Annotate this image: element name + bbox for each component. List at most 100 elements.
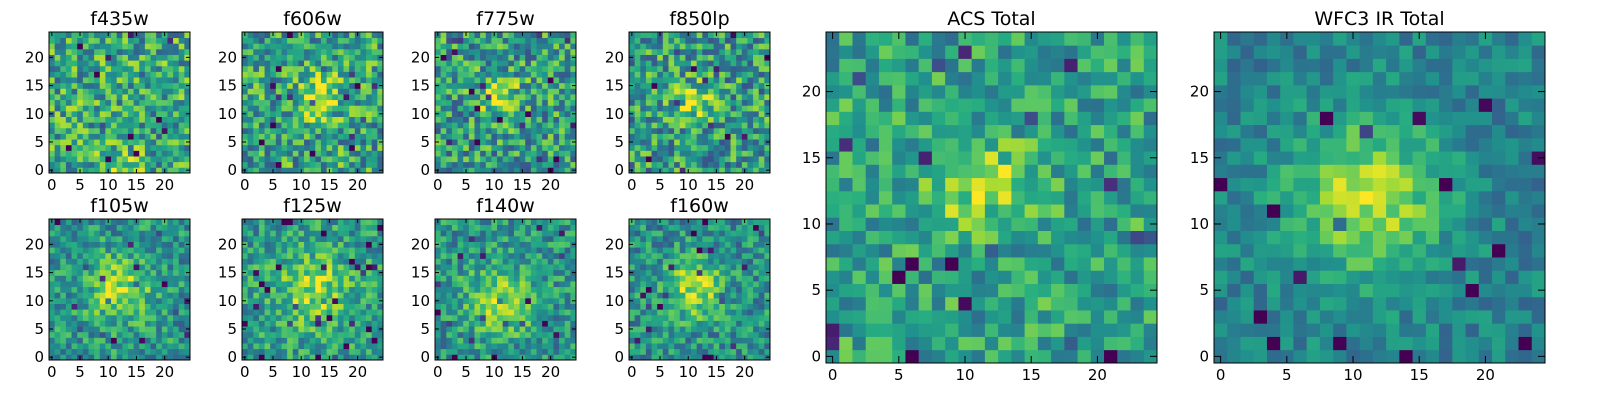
heatmap-cell: [629, 303, 636, 310]
heatmap-cell: [105, 37, 112, 44]
heatmap-cell: [542, 252, 549, 259]
heatmap-cell: [304, 144, 311, 151]
heatmap-cell: [320, 54, 327, 61]
heatmap-cell: [463, 348, 470, 355]
heatmap-cell: [178, 348, 185, 355]
heatmap-cell: [547, 269, 554, 276]
heatmap-cell: [474, 235, 481, 242]
heatmap-cell: [497, 54, 504, 61]
heatmap-cell: [253, 88, 260, 95]
heatmap-cell: [298, 99, 305, 106]
heatmap-cell: [366, 105, 373, 112]
heatmap-cell: [480, 354, 487, 361]
heatmap-cell: [753, 156, 760, 163]
heatmap-cell: [253, 343, 260, 350]
heatmap-cell: [553, 161, 560, 168]
heatmap-cell: [724, 105, 731, 112]
heatmap-cell: [371, 309, 378, 316]
heatmap-cell: [513, 292, 520, 299]
heatmap-cell: [366, 144, 373, 151]
heatmap-cell: [247, 65, 254, 72]
heatmap-cell: [513, 127, 520, 134]
heatmap-cell: [156, 127, 163, 134]
heatmap-cell: [553, 60, 560, 67]
heatmap-cell: [270, 110, 277, 117]
heatmap-cell: [144, 150, 151, 157]
heatmap-cell: [724, 337, 731, 344]
heatmap-cell: [49, 258, 56, 265]
heatmap-cell: [144, 309, 151, 316]
x-tick-label: 20: [155, 363, 174, 381]
heatmap-cell: [502, 264, 509, 271]
heatmap-cell: [764, 48, 771, 55]
heatmap-cell: [156, 331, 163, 338]
heatmap-cell: [161, 292, 168, 299]
heatmap-cell: [530, 275, 537, 282]
heatmap-cell: [536, 156, 543, 163]
heatmap-cell: [242, 235, 249, 242]
heatmap-cell: [702, 292, 709, 299]
heatmap-cell: [366, 82, 373, 89]
heatmap-cell: [82, 54, 89, 61]
heatmap-cell: [105, 297, 112, 304]
heatmap-cell: [377, 105, 384, 112]
heatmap-cell: [292, 82, 299, 89]
heatmap-cell: [49, 144, 56, 151]
heatmap-cell: [54, 99, 61, 106]
heatmap-cell: [530, 105, 537, 112]
heatmap-cell: [178, 60, 185, 67]
heatmap-cell: [719, 167, 726, 174]
heatmap-cell: [629, 144, 636, 151]
heatmap-cell: [446, 133, 453, 140]
heatmap-cell: [88, 144, 95, 151]
heatmap-cell: [435, 320, 442, 327]
heatmap-cell: [343, 235, 350, 242]
x-tick-label: 5: [268, 363, 278, 381]
heatmap-cell: [326, 71, 333, 78]
heatmap-cell: [242, 144, 249, 151]
heatmap-cell: [133, 320, 140, 327]
heatmap-cell: [564, 320, 571, 327]
heatmap-cell: [71, 224, 78, 231]
heatmap-cell: [281, 292, 288, 299]
heatmap-cell: [485, 110, 492, 117]
heatmap-cell: [679, 48, 686, 55]
heatmap-cell: [513, 343, 520, 350]
heatmap-cell: [315, 54, 322, 61]
heatmap-cell: [559, 48, 566, 55]
heatmap-cell: [253, 71, 260, 78]
heatmap-cell: [105, 269, 112, 276]
heatmap-cell: [468, 37, 475, 44]
heatmap-cell: [485, 343, 492, 350]
heatmap-cell: [366, 303, 373, 310]
heatmap-cell: [156, 230, 163, 237]
heatmap-cell: [502, 127, 509, 134]
x-tick-label: 5: [75, 363, 85, 381]
heatmap-cell: [559, 43, 566, 50]
heatmap-cell: [337, 241, 344, 248]
heatmap-cell: [719, 122, 726, 129]
heatmap-cell: [741, 37, 748, 44]
heatmap-cell: [371, 337, 378, 344]
heatmap-cell: [242, 150, 249, 157]
heatmap-cell: [564, 252, 571, 259]
heatmap-cell: [82, 116, 89, 123]
heatmap-cell: [530, 43, 537, 50]
heatmap-cell: [753, 43, 760, 50]
x-tick-label: 5: [461, 363, 471, 381]
heatmap-cell: [60, 269, 67, 276]
heatmap-cell: [315, 94, 322, 101]
heatmap-cell: [60, 71, 67, 78]
heatmap-cell: [184, 161, 191, 168]
heatmap-cell: [54, 219, 61, 226]
heatmap-cell: [326, 326, 333, 333]
heatmap-cell: [525, 286, 532, 293]
heatmap-cell: [77, 331, 84, 338]
heatmap-cell: [685, 331, 692, 338]
heatmap-cell: [497, 331, 504, 338]
heatmap-cell: [144, 65, 151, 72]
heatmap-cell: [474, 326, 481, 333]
heatmap-cell: [292, 354, 299, 361]
heatmap-cell: [178, 116, 185, 123]
heatmap-cell: [156, 37, 163, 44]
